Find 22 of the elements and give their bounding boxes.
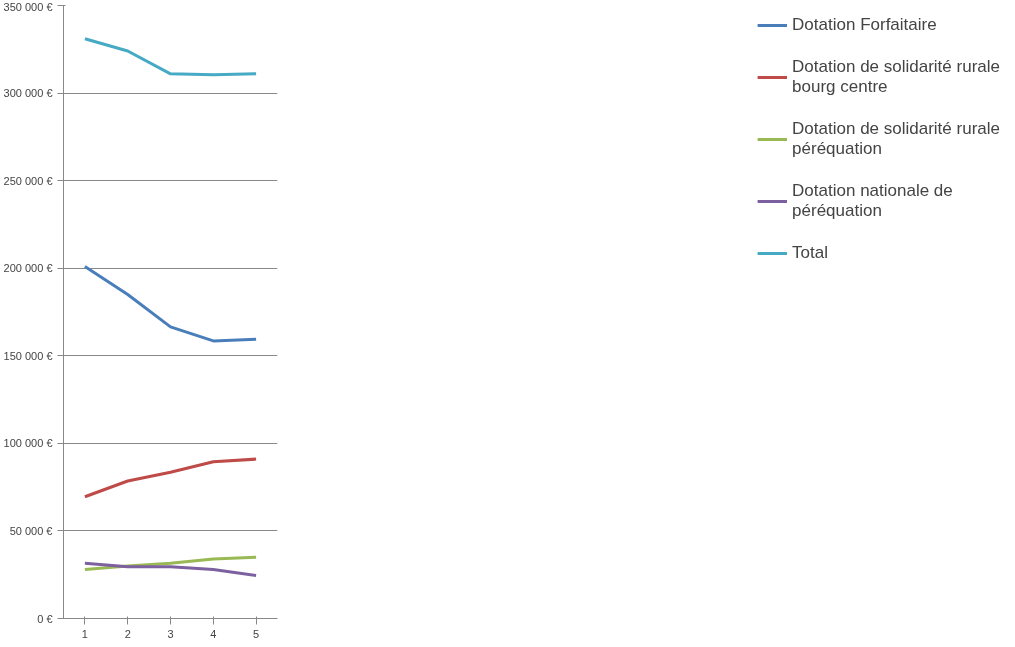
x-tick-label: 4 [210, 627, 217, 640]
legend-label: Dotation nationale de péréquation [792, 181, 953, 221]
x-tick-label: 1 [81, 627, 88, 640]
y-tick-label: 0 € [37, 612, 53, 625]
line-series [83, 457, 258, 499]
y-tick-label: 300 000 € [3, 87, 53, 100]
legend-label: Total [792, 243, 829, 263]
y-tick-label: 100 000 € [3, 437, 53, 450]
x-tick-label: 3 [167, 627, 174, 640]
x-tick-label: 5 [253, 627, 260, 640]
y-tick-label: 200 000 € [3, 262, 53, 275]
line-series [83, 37, 258, 77]
line-series [83, 561, 258, 578]
y-tick-label: 50 000 € [9, 524, 53, 537]
legend-label: Dotation de solidarité rurale bourg centre [792, 57, 1000, 97]
y-tick-label: 150 000 € [3, 349, 53, 362]
line-series [83, 264, 258, 343]
legend-label: Dotation de solidarité rurale péréquation [792, 119, 1000, 159]
y-tick-label: 250 000 € [3, 174, 53, 187]
y-tick-label: 350 000 € [3, 0, 53, 13]
x-tick-label: 2 [124, 627, 131, 640]
legend-label: Dotation Forfaitaire [792, 15, 937, 35]
